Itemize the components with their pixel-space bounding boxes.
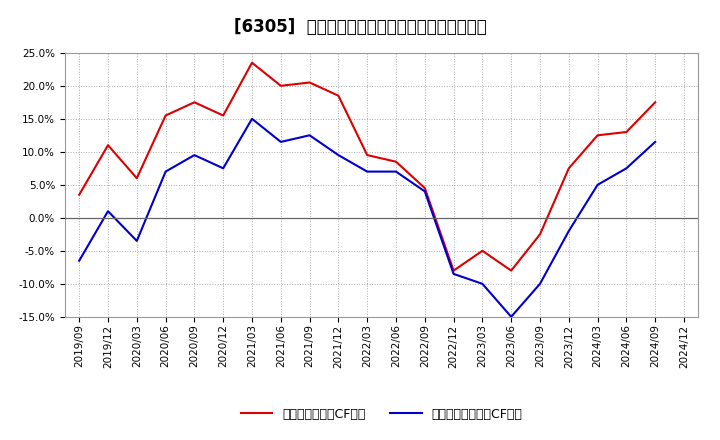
有利子負債フリーCF比率 (104, 209, 112, 214)
Legend: 有利子負債営業CF比率, 有利子負債フリーCF比率: 有利子負債営業CF比率, 有利子負債フリーCF比率 (240, 407, 523, 421)
有利子負債営業CF比率 (593, 132, 602, 138)
有利子負債フリーCF比率 (420, 189, 429, 194)
有利子負債フリーCF比率 (276, 139, 285, 144)
有利子負債フリーCF比率 (305, 132, 314, 138)
有利子負債フリーCF比率 (248, 116, 256, 121)
有利子負債フリーCF比率 (651, 139, 660, 144)
有利子負債営業CF比率 (305, 80, 314, 85)
有利子負債フリーCF比率 (622, 165, 631, 171)
有利子負債営業CF比率 (449, 268, 458, 273)
有利子負債フリーCF比率 (161, 169, 170, 174)
Line: 有利子負債営業CF比率: 有利子負債営業CF比率 (79, 62, 655, 271)
有利子負債フリーCF比率 (190, 152, 199, 158)
有利子負債フリーCF比率 (449, 271, 458, 276)
有利子負債営業CF比率 (334, 93, 343, 98)
有利子負債営業CF比率 (536, 231, 544, 237)
有利子負債営業CF比率 (363, 152, 372, 158)
有利子負債フリーCF比率 (363, 169, 372, 174)
有利子負債フリーCF比率 (593, 182, 602, 187)
有利子負債営業CF比率 (564, 165, 573, 171)
有利子負債営業CF比率 (622, 129, 631, 135)
有利子負債フリーCF比率 (334, 152, 343, 158)
有利子負債営業CF比率 (104, 143, 112, 148)
有利子負債フリーCF比率 (478, 281, 487, 286)
有利子負債フリーCF比率 (564, 228, 573, 234)
有利子負債営業CF比率 (507, 268, 516, 273)
Text: [6305]  有利子負債キャッシュフロー比率の推移: [6305] 有利子負債キャッシュフロー比率の推移 (233, 18, 487, 36)
有利子負債フリーCF比率 (75, 258, 84, 263)
有利子負債フリーCF比率 (219, 165, 228, 171)
有利子負債営業CF比率 (478, 248, 487, 253)
有利子負債フリーCF比率 (507, 314, 516, 319)
Line: 有利子負債フリーCF比率: 有利子負債フリーCF比率 (79, 119, 655, 317)
有利子負債営業CF比率 (392, 159, 400, 164)
有利子負債フリーCF比率 (392, 169, 400, 174)
有利子負債営業CF比率 (219, 113, 228, 118)
有利子負債営業CF比率 (190, 99, 199, 105)
有利子負債フリーCF比率 (132, 238, 141, 243)
有利子負債営業CF比率 (132, 176, 141, 181)
有利子負債営業CF比率 (248, 60, 256, 65)
有利子負債営業CF比率 (651, 99, 660, 105)
有利子負債フリーCF比率 (536, 281, 544, 286)
有利子負債営業CF比率 (420, 186, 429, 191)
有利子負債営業CF比率 (161, 113, 170, 118)
有利子負債営業CF比率 (75, 192, 84, 197)
有利子負債営業CF比率 (276, 83, 285, 88)
